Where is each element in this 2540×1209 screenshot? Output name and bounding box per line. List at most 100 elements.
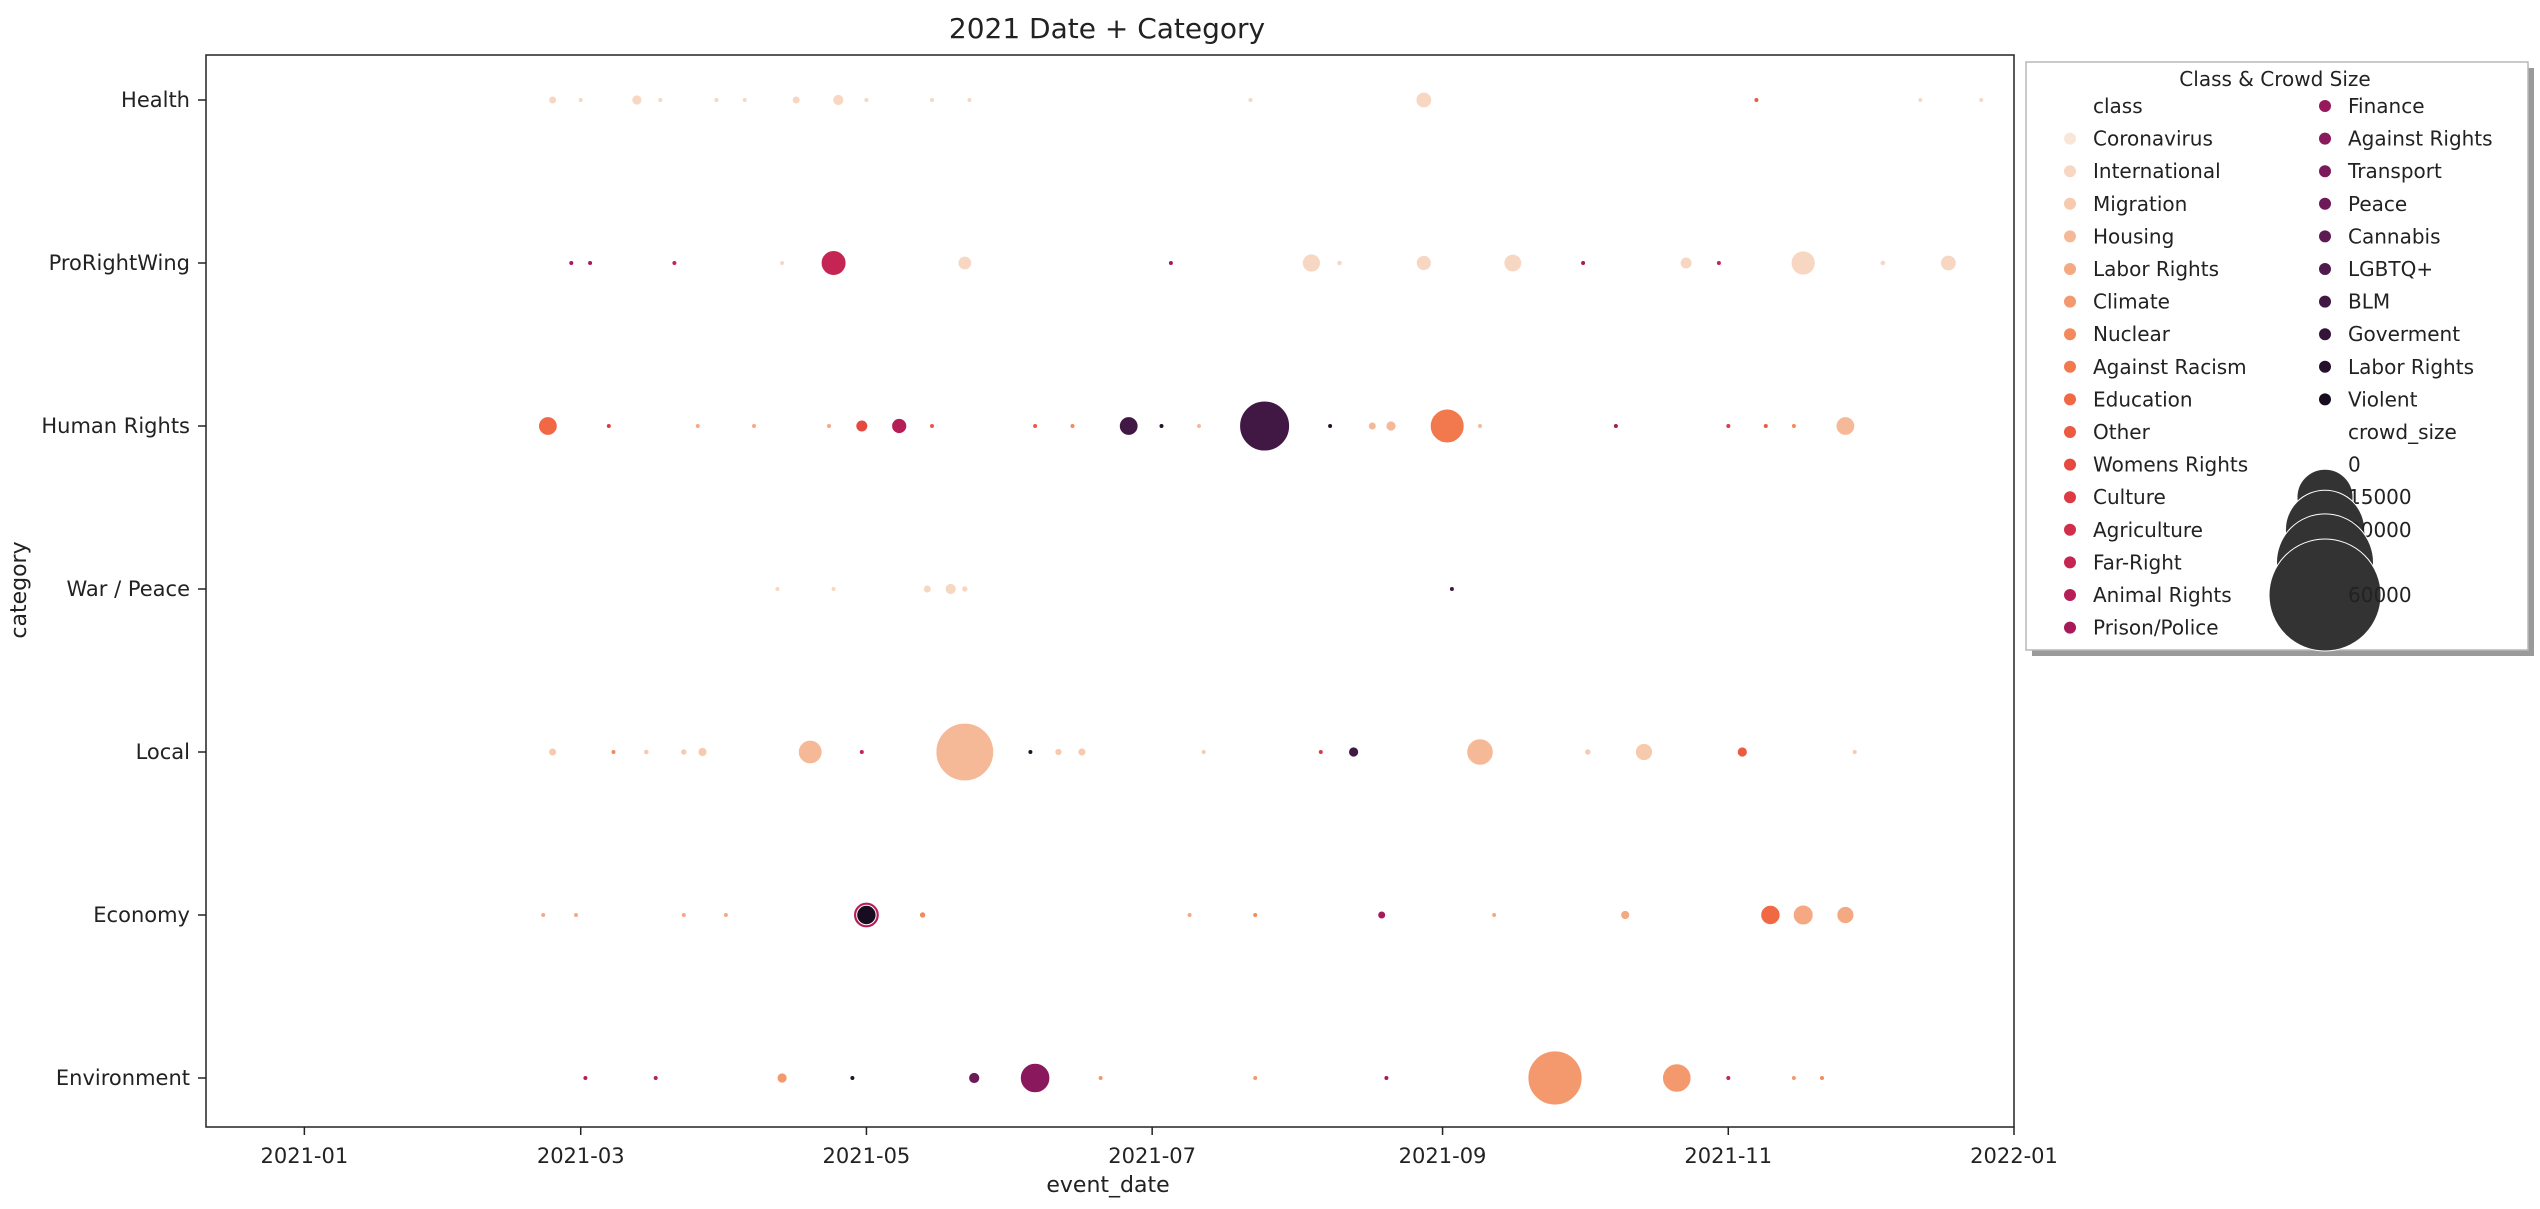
legend-section-header: crowd_size: [2348, 420, 2457, 444]
data-point: [944, 582, 957, 596]
data-point: [1336, 259, 1343, 267]
data-point: [858, 749, 865, 755]
data-point: [680, 748, 688, 756]
data-point: [722, 912, 729, 918]
data-point: [1753, 97, 1760, 103]
legend-marker: [2064, 197, 2076, 210]
legend-marker: [2064, 328, 2076, 341]
legend-marker: [2319, 360, 2331, 373]
data-point: [1736, 746, 1748, 758]
legend-entry-label: International: [2093, 159, 2221, 183]
legend-marker: [2319, 132, 2331, 145]
data-point: [1054, 747, 1063, 757]
data-point: [1348, 746, 1360, 758]
x-tick-label: 2021-07: [1108, 1144, 1196, 1168]
legend-marker: [2064, 426, 2076, 438]
data-point: [1477, 423, 1483, 429]
data-point: [1367, 421, 1377, 431]
data-point: [643, 748, 650, 756]
legend-entry-label: Labor Rights: [2093, 257, 2219, 281]
legend-entry-label: Migration: [2093, 192, 2187, 216]
legend-marker: [2064, 523, 2076, 536]
x-tick-label: 2021-03: [537, 1144, 625, 1168]
legend-entry-label: Transport: [2347, 159, 2442, 183]
data-point: [1118, 416, 1139, 436]
data-point: [548, 95, 558, 105]
data-point: [968, 1071, 981, 1085]
legend-marker: [2064, 230, 2076, 243]
data-point: [1167, 260, 1174, 266]
legend-marker: [2319, 328, 2331, 341]
legend-marker: [2064, 621, 2076, 634]
legend-size-label: 0: [2348, 453, 2361, 477]
data-point: [1978, 97, 1985, 103]
data-point: [587, 260, 594, 266]
legend-entry-label: Education: [2093, 387, 2193, 411]
data-point: [1252, 912, 1259, 918]
y-tick-label: Economy: [93, 903, 190, 927]
legend-marker: [2319, 295, 2331, 308]
y-axis-label: category: [7, 541, 32, 638]
legend-marker: [2319, 100, 2331, 112]
legend-entry-label: Far-Right: [2093, 550, 2182, 574]
data-point: [830, 586, 837, 592]
x-tick-label: 2022-01: [1970, 1144, 2058, 1168]
legend-entry-label: Against Racism: [2093, 355, 2247, 379]
data-point: [1317, 749, 1324, 755]
legend-marker: [2064, 360, 2076, 373]
data-point: [1715, 260, 1722, 266]
legend-marker: [2064, 295, 2076, 308]
data-point: [1792, 904, 1814, 926]
y-tick-label: War / Peace: [66, 577, 190, 601]
data-point: [1032, 423, 1039, 429]
legend-marker: [2064, 393, 2076, 406]
x-tick-label: 2021-09: [1399, 1144, 1487, 1168]
data-point: [1836, 905, 1855, 925]
data-point: [713, 97, 720, 103]
data-point: [1019, 1062, 1051, 1094]
data-point: [918, 911, 927, 919]
y-axis-ticks: Health ProRightWing Human Rights War / Peac…: [41, 88, 206, 1090]
data-point: [1634, 742, 1654, 762]
legend-entry-label: Other: [2093, 420, 2151, 444]
data-point: [697, 746, 708, 758]
data-point: [657, 97, 664, 103]
chart-title: 2021 Date + Category: [949, 12, 1265, 45]
data-point: [582, 1075, 589, 1081]
data-point: [1819, 1075, 1825, 1081]
data-point: [1762, 423, 1769, 429]
data-point: [1851, 749, 1858, 755]
data-point: [610, 749, 617, 755]
legend-frame: [2025, 61, 2529, 651]
data-point: [891, 417, 908, 435]
x-tick-label: 2021-11: [1684, 1144, 1772, 1168]
legend-section-header: class: [2093, 94, 2143, 118]
data-point: [1158, 423, 1165, 429]
data-point: [568, 260, 575, 266]
legend-entry-label: Labor Rights: [2348, 355, 2474, 379]
data-point: [1835, 416, 1856, 436]
legend-title: Class & Crowd Size: [2179, 67, 2370, 91]
legend-entry-label: Cannabis: [2348, 224, 2441, 248]
data-point: [966, 97, 973, 103]
data-point: [1790, 1075, 1797, 1081]
legend-marker: [2064, 491, 2076, 504]
data-point: [779, 260, 786, 266]
data-point: [797, 739, 823, 765]
legend-entry-label: Housing: [2093, 224, 2174, 248]
data-point: [929, 97, 935, 103]
legend-marker: [2064, 165, 2076, 178]
data-point: [694, 423, 701, 429]
legend-entry-label: Coronavirus: [2093, 127, 2213, 151]
data-point: [1077, 747, 1087, 757]
data-point: [1584, 748, 1592, 756]
legend-items: class Coronavirus International Migration Ho…: [2064, 94, 2493, 652]
x-axis-label: event_date: [1046, 1173, 1169, 1198]
legend-entry-label: Prison/Police: [2093, 616, 2219, 640]
y-tick-label: ProRightWing: [49, 251, 190, 275]
y-tick-label: Local: [136, 740, 190, 764]
legend-marker: [2064, 263, 2076, 275]
data-point: [1466, 738, 1494, 766]
